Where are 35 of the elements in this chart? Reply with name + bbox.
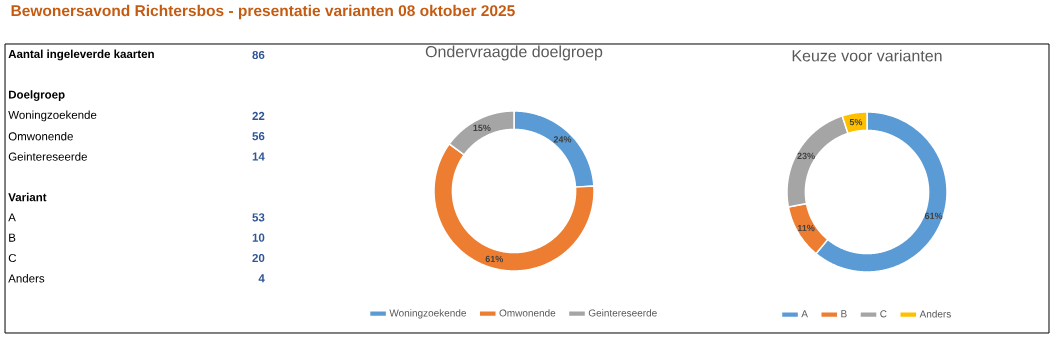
data-label: 61% xyxy=(485,255,504,263)
data-label: 56 xyxy=(252,132,265,141)
text: Bewonersavond Richtersbos - presentatie varianten 08 oktober 2025 xyxy=(11,4,515,20)
legend-label: Woningzoekende xyxy=(389,309,466,319)
chart-title: Ondervraagde doelgroep xyxy=(425,45,603,61)
category-label: Aantal ingeleverde kaarten xyxy=(8,49,154,61)
data-label: 5% xyxy=(849,118,863,126)
category-label: B xyxy=(9,233,16,242)
data-label: 53 xyxy=(252,213,265,222)
data-label: 22 xyxy=(252,111,265,120)
category-label: Woningzoekende xyxy=(8,110,97,122)
category-label: Doelgroep xyxy=(8,90,65,101)
category-label: A xyxy=(8,213,16,222)
data-label: 10 xyxy=(252,233,265,242)
legend-label: B xyxy=(841,310,847,318)
data-label: 11% xyxy=(797,224,815,232)
legend-label: C xyxy=(880,310,887,318)
category-label: Anders xyxy=(8,274,45,283)
category-label: C xyxy=(8,253,17,263)
category-label: Geintereseerde xyxy=(8,152,87,161)
legend-label: Omwonende xyxy=(499,309,556,317)
data-label: 61% xyxy=(924,212,943,220)
data-label: 24% xyxy=(553,136,572,143)
data-label: 20 xyxy=(252,253,265,263)
legend-label: Geintereseerde xyxy=(588,309,657,317)
data-label: 14 xyxy=(252,152,265,161)
data-label: 4 xyxy=(258,274,265,283)
data-label: 86 xyxy=(252,50,265,60)
category-label: Omwonende xyxy=(8,131,73,141)
legend-label: A xyxy=(801,310,808,318)
legend-label: Anders xyxy=(919,310,951,318)
chart-title: Keuze voor varianten xyxy=(792,49,942,62)
data-label: 23% xyxy=(797,152,815,160)
data-label: 15% xyxy=(473,124,491,132)
category-label: Variant xyxy=(8,192,47,202)
